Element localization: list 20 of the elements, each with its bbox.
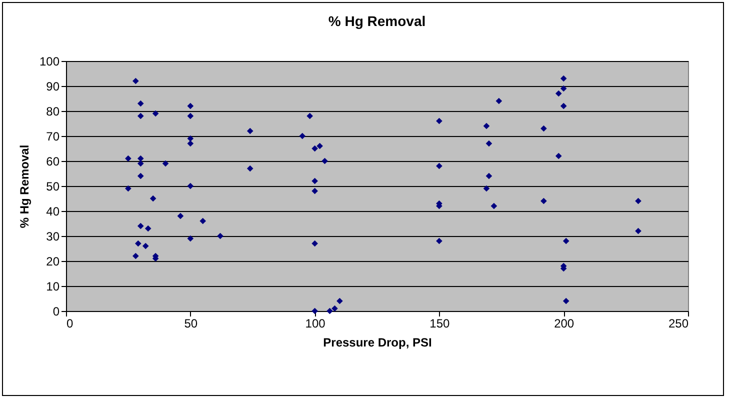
y-tick-label: 10 xyxy=(46,280,60,294)
y-axis-title: % Hg Removal xyxy=(17,144,32,228)
x-tick-label: 200 xyxy=(554,316,574,330)
y-tick-label: 60 xyxy=(46,154,60,168)
y-tick-label: 50 xyxy=(46,180,60,194)
chart-title: % Hg Removal xyxy=(328,13,426,29)
x-axis-title: Pressure Drop, PSI xyxy=(323,336,432,350)
y-tick-label: 0 xyxy=(52,304,60,318)
x-tick-label: 100 xyxy=(305,316,326,330)
y-tick-label: 30 xyxy=(46,230,60,244)
y-tick-label: 40 xyxy=(46,204,60,218)
y-tick-label: 80 xyxy=(46,104,60,118)
x-tick-label: 150 xyxy=(430,316,450,330)
y-tick-label: 100 xyxy=(39,54,60,68)
x-tick-label: 250 xyxy=(668,316,689,330)
x-tick-label: 0 xyxy=(66,316,74,330)
y-tick-label: 20 xyxy=(46,254,60,268)
y-tick-label: 90 xyxy=(46,80,60,94)
y-tick-label: 70 xyxy=(46,130,60,144)
x-tick-label: 50 xyxy=(184,316,198,330)
